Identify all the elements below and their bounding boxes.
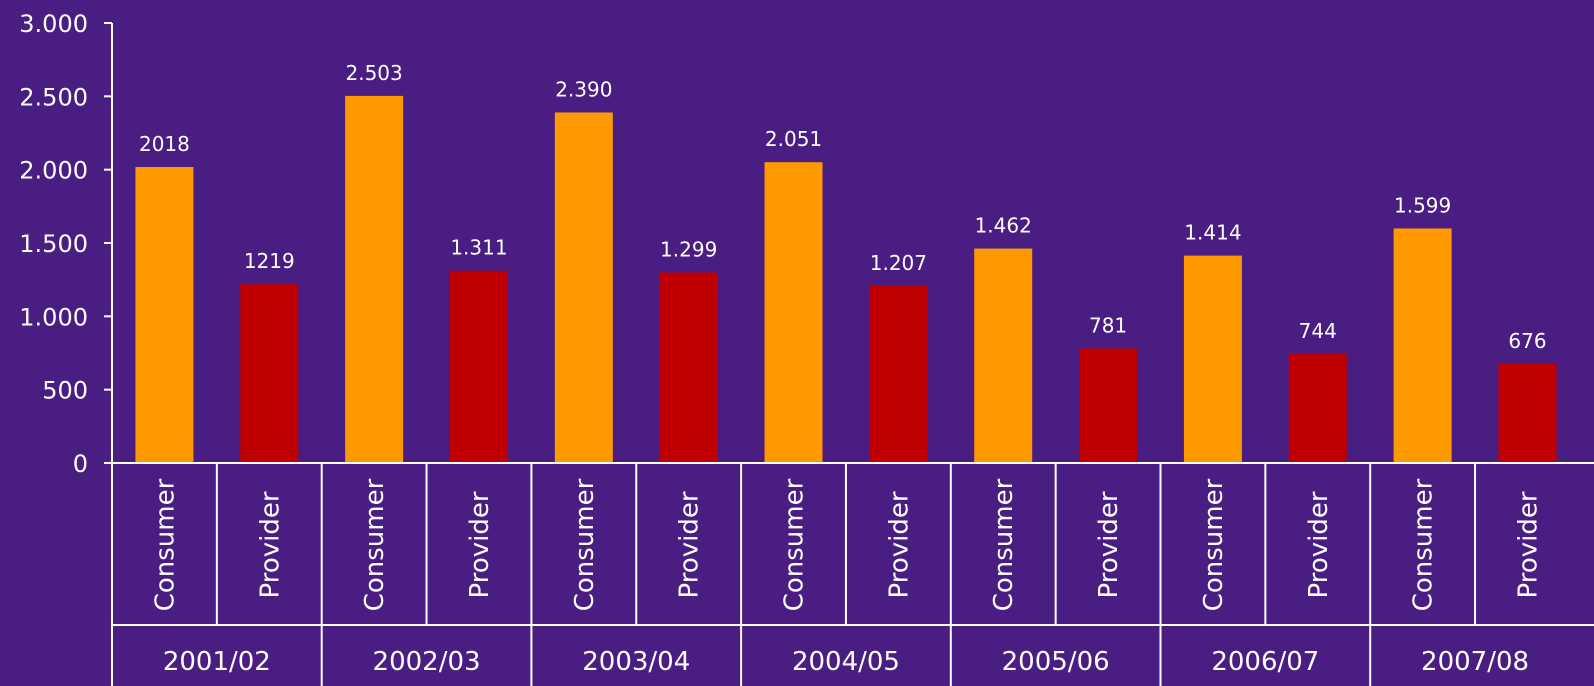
group-label: 2007/08 xyxy=(1421,647,1529,677)
data-label: 2.051 xyxy=(765,127,822,151)
bar-provider xyxy=(240,284,299,463)
bar-consumer xyxy=(135,167,194,463)
data-label: 1.207 xyxy=(870,251,927,275)
y-tick-label: 0 xyxy=(73,450,88,478)
data-label: 2018 xyxy=(139,132,190,156)
data-label: 1.599 xyxy=(1394,193,1451,217)
bar-consumer xyxy=(345,95,404,463)
category-label: Provider xyxy=(255,491,285,598)
category-label: Consumer xyxy=(989,478,1019,611)
category-label: Consumer xyxy=(1409,478,1439,611)
y-tick-label: 2.500 xyxy=(19,83,88,111)
y-axis: 0 500 1.000 1.500 2.000 2.500 3.000 xyxy=(19,10,113,478)
y-tick-label: 3.000 xyxy=(19,10,88,38)
category-label: Provider xyxy=(465,491,495,598)
bar-consumer xyxy=(764,162,823,464)
group-label: 2005/06 xyxy=(1002,647,1110,677)
category-label: Provider xyxy=(675,491,705,598)
group-label: 2006/07 xyxy=(1211,647,1319,677)
data-label: 1.311 xyxy=(450,236,507,260)
y-tick-label: 1.500 xyxy=(19,230,88,258)
category-label: Consumer xyxy=(780,478,810,611)
data-label: 1.462 xyxy=(975,214,1032,238)
group-label: 2003/04 xyxy=(582,647,690,677)
data-label: 781 xyxy=(1089,313,1127,337)
category-label: Provider xyxy=(884,491,914,598)
y-tick-label: 500 xyxy=(42,377,88,405)
data-label: 1.299 xyxy=(660,237,717,261)
bar-consumer xyxy=(554,112,613,463)
data-label: 2.390 xyxy=(555,77,612,101)
bar-provider xyxy=(449,270,508,463)
y-tick-label: 2.000 xyxy=(19,157,88,185)
bar-provider xyxy=(659,272,718,463)
bar-consumer xyxy=(1393,228,1452,463)
bar-provider xyxy=(1079,348,1138,463)
category-label: Consumer xyxy=(150,478,180,611)
bar-provider xyxy=(869,285,928,463)
bar-consumer xyxy=(974,248,1033,463)
data-label: 676 xyxy=(1508,329,1546,353)
data-label: 1.414 xyxy=(1184,221,1241,245)
y-tick-label: 1.000 xyxy=(19,303,88,331)
category-label: Consumer xyxy=(360,478,390,611)
group-label: 2002/03 xyxy=(373,647,481,677)
bar-consumer xyxy=(1183,255,1242,463)
category-label: Consumer xyxy=(1199,478,1229,611)
data-label: 2.503 xyxy=(345,61,402,85)
group-label: 2004/05 xyxy=(792,647,900,677)
group-label: 2001/02 xyxy=(163,647,271,677)
bar-provider xyxy=(1288,353,1347,463)
category-label: Provider xyxy=(1304,491,1334,598)
value-labels: 2018 1219 2.503 1.311 2.390 1.299 2.051 1.207 1.… xyxy=(139,61,1547,353)
category-label: Provider xyxy=(1513,491,1543,598)
data-label: 744 xyxy=(1299,319,1337,343)
category-label: Provider xyxy=(1094,491,1124,598)
bar-provider xyxy=(1498,363,1557,463)
x-axis: Consumer Provider 2001/02 Consumer Provider 2… xyxy=(111,462,1594,686)
data-label: 1219 xyxy=(244,249,295,273)
category-label: Consumer xyxy=(570,478,600,611)
bars xyxy=(135,95,1557,464)
